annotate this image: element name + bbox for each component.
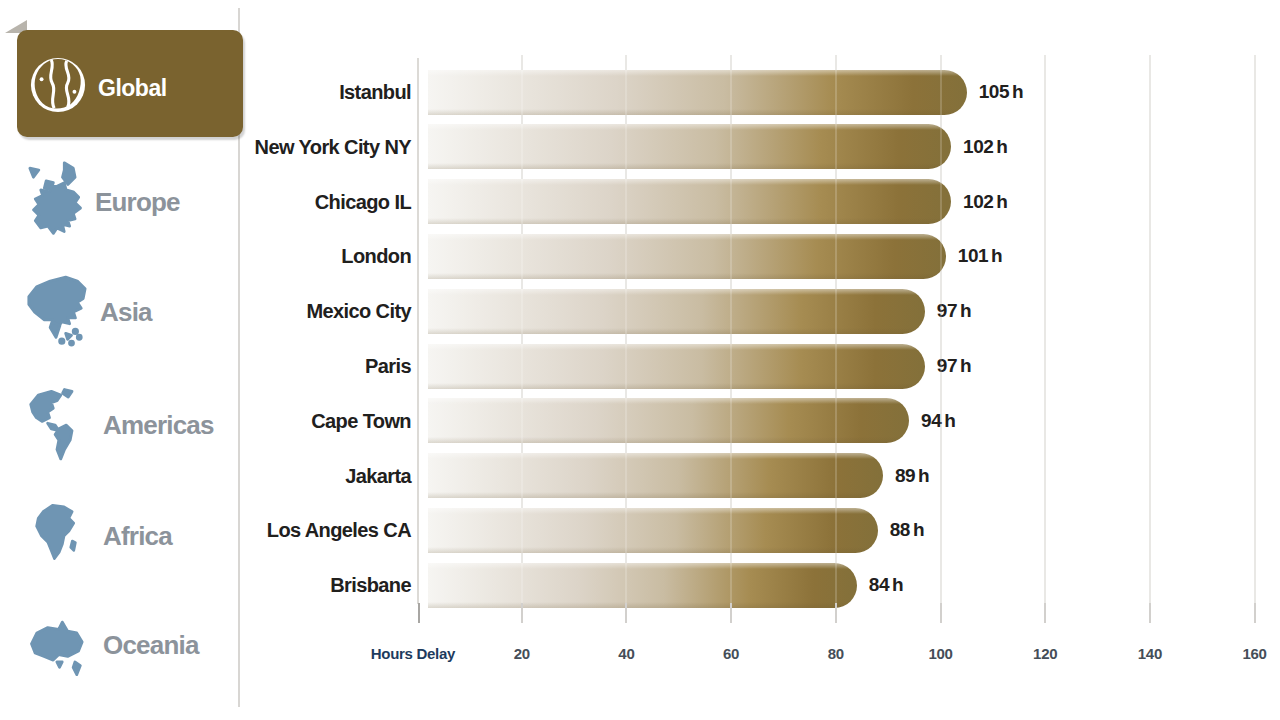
oceania-map-icon	[26, 602, 84, 682]
bar-category-label: Istanbul	[181, 81, 411, 104]
gridline-overlay	[1254, 55, 1256, 622]
bar-paris	[428, 344, 925, 389]
bar-value-label: 101 h	[958, 245, 1003, 267]
bar-value-label: 97 h	[937, 355, 971, 377]
x-tick-label: 60	[711, 645, 751, 662]
americas-map-icon	[27, 386, 87, 468]
bar-category-label: Jakarta	[181, 464, 411, 487]
bar-value-label: 97 h	[937, 300, 971, 322]
gridline-overlay	[835, 55, 837, 622]
globe-icon	[29, 56, 87, 114]
asia-map-icon	[25, 270, 87, 358]
bar-cape-town	[428, 398, 909, 443]
bar-value-label: 102 h	[963, 136, 1008, 158]
bar-value-label: 102 h	[963, 191, 1008, 213]
gridline-overlay	[940, 55, 942, 622]
gridline-overlay	[625, 55, 627, 622]
bar-value-label: 84 h	[869, 574, 903, 596]
bar-mexico-city	[428, 289, 925, 334]
axis-tick	[940, 603, 942, 623]
axis-tick	[730, 603, 732, 623]
sidebar-item-label: Africa	[103, 521, 172, 552]
x-axis-title: Hours Delay	[325, 645, 455, 662]
gridline-overlay	[730, 55, 732, 622]
sidebar-item-label: Asia	[100, 297, 152, 328]
bar-chicago-il	[428, 179, 951, 224]
bar-value-label: 105 h	[979, 81, 1024, 103]
axis-tick	[835, 603, 837, 623]
x-tick-label: 40	[606, 645, 646, 662]
x-tick-label: 80	[816, 645, 856, 662]
bar-brisbane	[428, 563, 857, 608]
africa-map-icon	[30, 494, 82, 578]
bar-value-label: 94 h	[921, 410, 955, 432]
bar-jakarta	[428, 453, 883, 498]
gridline-overlay	[1044, 55, 1046, 622]
bar-category-label: Cape Town	[181, 409, 411, 432]
bar-istanbul	[428, 70, 967, 115]
y-axis-line	[417, 58, 419, 604]
x-tick-label: 100	[921, 645, 961, 662]
bar-category-label: Los Angeles CA	[181, 519, 411, 542]
axis-tick	[625, 603, 627, 623]
axis-tick	[418, 603, 420, 623]
bar-category-label: London	[181, 245, 411, 268]
bar-los-angeles-ca	[428, 508, 878, 553]
europe-map-icon	[28, 157, 86, 241]
bar-category-label: Mexico City	[181, 300, 411, 323]
axis-tick	[1149, 603, 1151, 623]
x-tick-label: 20	[502, 645, 542, 662]
x-tick-label: 120	[1025, 645, 1065, 662]
bar-value-label: 88 h	[890, 519, 924, 541]
axis-tick	[1254, 603, 1256, 623]
gridline-overlay	[521, 55, 523, 622]
gridline-overlay	[1149, 55, 1151, 622]
axis-tick	[1044, 603, 1046, 623]
bar-category-label: New York City NY	[181, 135, 411, 158]
sidebar-item-label: Europe	[95, 187, 180, 218]
bar-category-label: Paris	[181, 355, 411, 378]
sidebar-item-label: Global	[98, 75, 167, 102]
bar-category-label: Chicago IL	[181, 190, 411, 213]
dashboard: Global EuropeAsiaAmericasAfricaOceania I…	[0, 0, 1280, 720]
axis-tick	[521, 603, 523, 623]
x-tick-label: 140	[1130, 645, 1170, 662]
sidebar-item-label: Oceania	[103, 630, 199, 661]
bar-london	[428, 234, 946, 279]
bar-new-york-city-ny	[428, 124, 951, 169]
bar-value-label: 89 h	[895, 465, 929, 487]
x-tick-label: 160	[1235, 645, 1275, 662]
bar-category-label: Brisbane	[181, 574, 411, 597]
